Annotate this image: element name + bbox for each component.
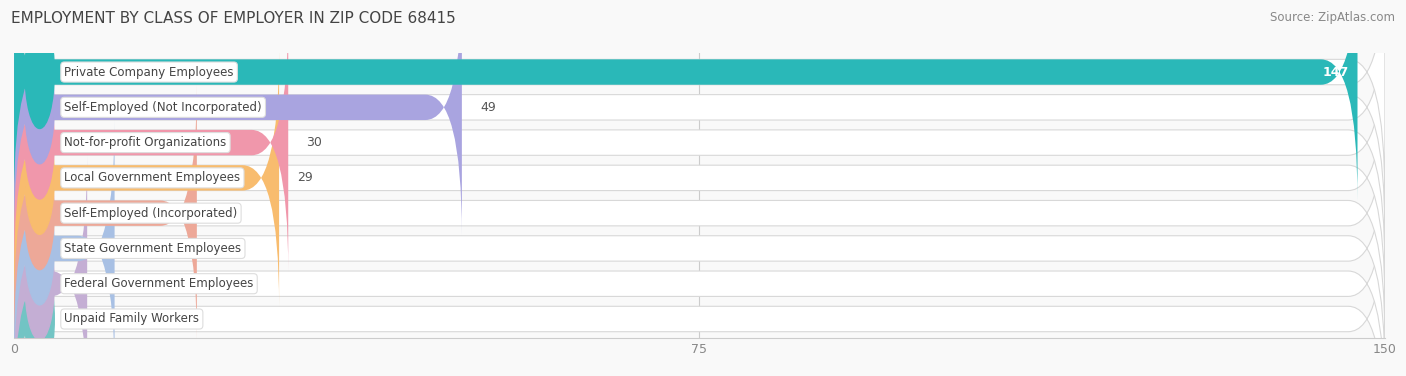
Text: Local Government Employees: Local Government Employees <box>65 171 240 184</box>
FancyBboxPatch shape <box>14 0 463 236</box>
FancyBboxPatch shape <box>14 85 1385 341</box>
Text: 147: 147 <box>1322 65 1348 79</box>
Text: Source: ZipAtlas.com: Source: ZipAtlas.com <box>1270 11 1395 24</box>
FancyBboxPatch shape <box>14 155 87 376</box>
Text: Not-for-profit Organizations: Not-for-profit Organizations <box>65 136 226 149</box>
Circle shape <box>25 121 55 234</box>
Circle shape <box>25 15 55 129</box>
FancyBboxPatch shape <box>14 14 288 271</box>
Text: 4: 4 <box>69 312 77 326</box>
FancyBboxPatch shape <box>14 14 1385 271</box>
FancyBboxPatch shape <box>14 120 1385 376</box>
Circle shape <box>25 262 55 376</box>
FancyBboxPatch shape <box>14 0 1385 236</box>
Text: 11: 11 <box>134 242 149 255</box>
Text: Self-Employed (Not Incorporated): Self-Employed (Not Incorporated) <box>65 101 262 114</box>
FancyBboxPatch shape <box>14 191 1385 376</box>
FancyBboxPatch shape <box>14 50 1385 306</box>
Text: Private Company Employees: Private Company Employees <box>65 65 233 79</box>
Circle shape <box>25 157 55 270</box>
FancyBboxPatch shape <box>14 85 197 341</box>
Circle shape <box>25 227 55 340</box>
Text: 30: 30 <box>307 136 322 149</box>
FancyBboxPatch shape <box>14 50 278 306</box>
Text: Self-Employed (Incorporated): Self-Employed (Incorporated) <box>65 207 238 220</box>
Text: 49: 49 <box>481 101 496 114</box>
FancyBboxPatch shape <box>14 120 115 376</box>
FancyBboxPatch shape <box>14 155 1385 376</box>
Circle shape <box>25 86 55 199</box>
Circle shape <box>25 51 55 164</box>
Text: Unpaid Family Workers: Unpaid Family Workers <box>65 312 200 326</box>
FancyBboxPatch shape <box>14 191 51 376</box>
Text: State Government Employees: State Government Employees <box>65 242 242 255</box>
Text: 8: 8 <box>105 277 114 290</box>
Text: 20: 20 <box>215 207 231 220</box>
Text: EMPLOYMENT BY CLASS OF EMPLOYER IN ZIP CODE 68415: EMPLOYMENT BY CLASS OF EMPLOYER IN ZIP C… <box>11 11 456 26</box>
Circle shape <box>25 192 55 305</box>
Text: Federal Government Employees: Federal Government Employees <box>65 277 253 290</box>
Text: 29: 29 <box>298 171 314 184</box>
FancyBboxPatch shape <box>14 0 1385 200</box>
FancyBboxPatch shape <box>14 0 1358 200</box>
